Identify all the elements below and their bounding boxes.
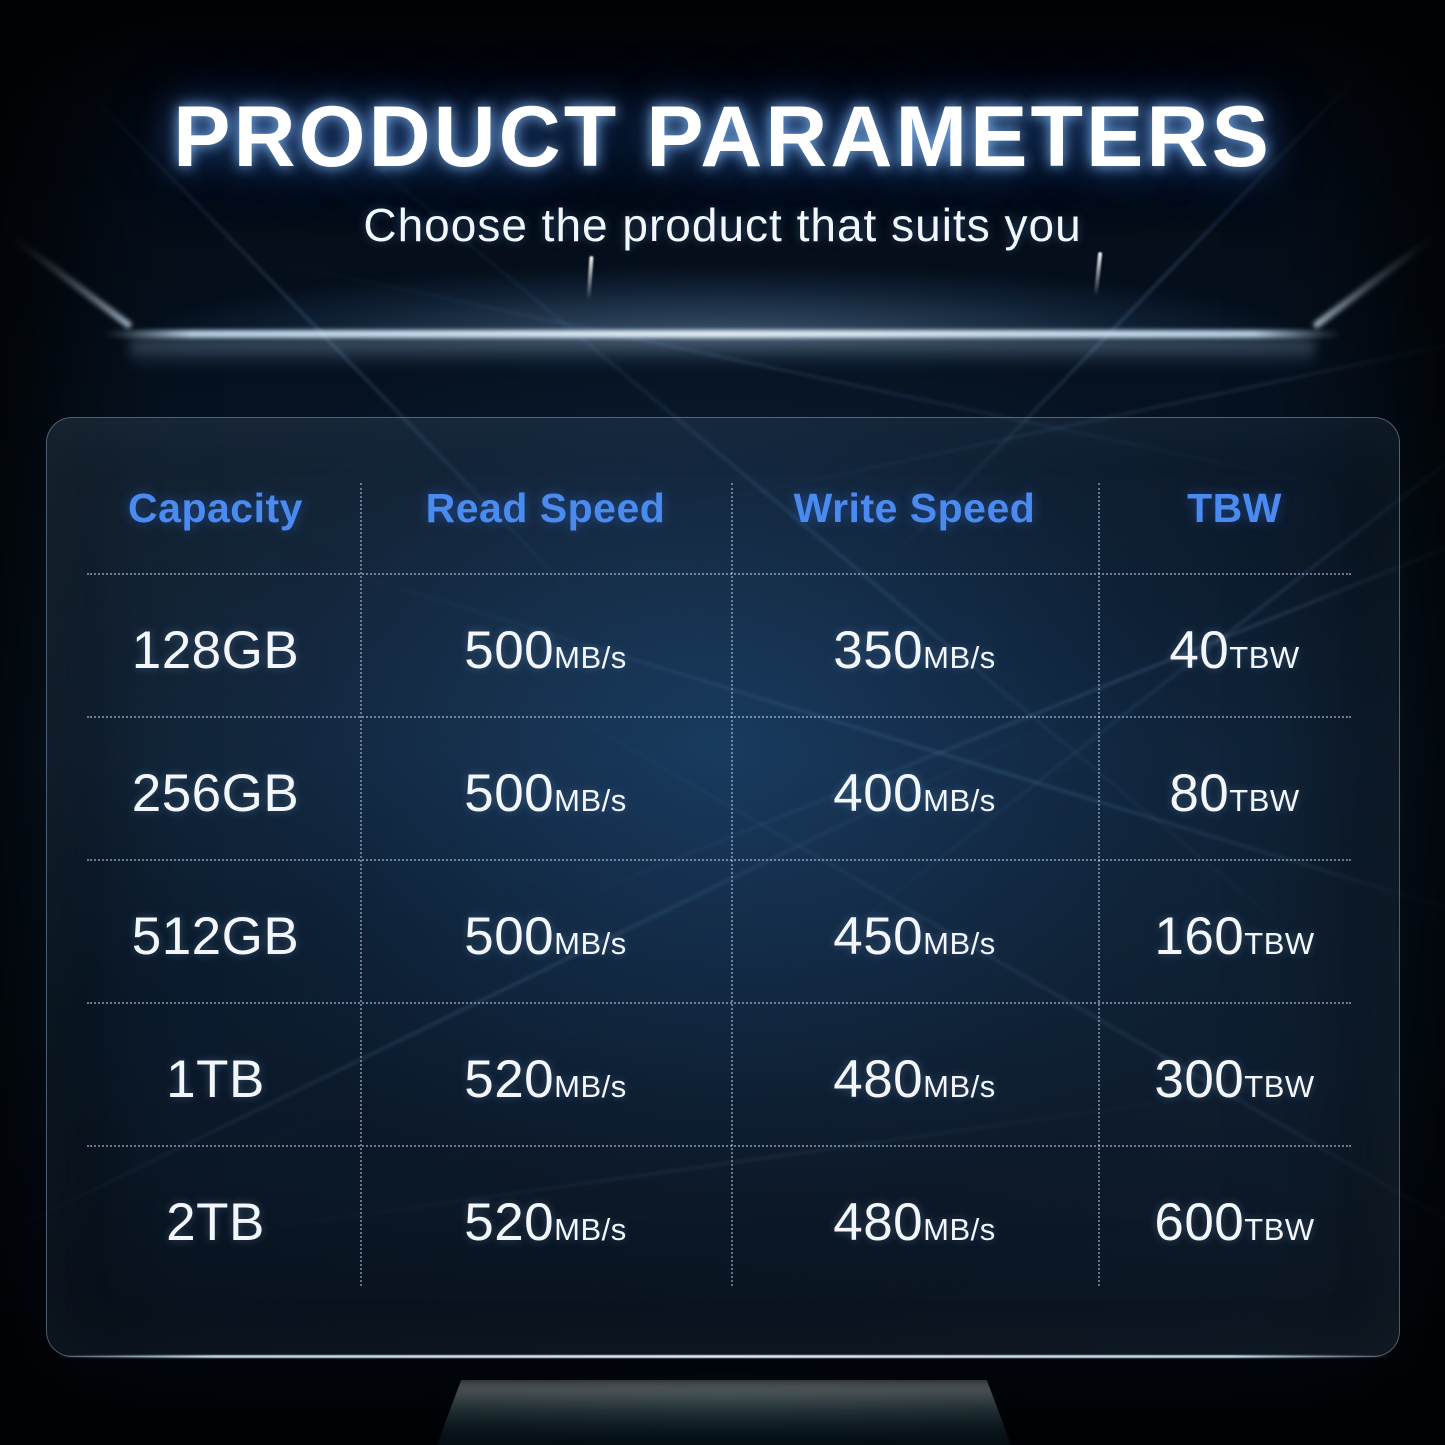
cell-tbw: 600TBW xyxy=(1098,1145,1401,1288)
column-header-capacity: Capacity xyxy=(128,485,303,531)
row-divider xyxy=(87,859,1351,861)
tbw-unit: TBW xyxy=(1229,640,1300,675)
read-speed-value: 520 xyxy=(464,1050,555,1109)
tbw-value: 300 xyxy=(1154,1050,1245,1109)
spec-table: Capacity Read Speed Write Speed TBW 128G… xyxy=(47,418,1399,1288)
write-speed-value: 480 xyxy=(833,1050,924,1109)
tbw-unit: TBW xyxy=(1229,783,1300,818)
write-speed-unit: MB/s xyxy=(923,783,996,818)
spec-table-panel: Capacity Read Speed Write Speed TBW 128G… xyxy=(46,417,1400,1358)
capacity-value: 1TB xyxy=(166,1050,265,1109)
read-speed-value: 520 xyxy=(464,1193,555,1252)
row-divider xyxy=(87,1002,1351,1004)
write-speed-unit: MB/s xyxy=(923,640,996,675)
cell-capacity: 128GB xyxy=(47,573,360,716)
read-speed-unit: MB/s xyxy=(554,640,627,675)
cell-tbw: 300TBW xyxy=(1098,1002,1401,1145)
stage-light-band xyxy=(104,330,1341,338)
tbw-unit: TBW xyxy=(1244,1212,1315,1247)
cell-write-speed: 350MB/s xyxy=(731,573,1098,716)
cell-write-speed: 480MB/s xyxy=(731,1145,1098,1288)
cell-read-speed: 500MB/s xyxy=(360,859,731,1002)
column-divider xyxy=(360,483,362,1286)
write-speed-value: 480 xyxy=(833,1193,924,1252)
capacity-value: 256GB xyxy=(131,764,300,823)
cell-write-speed: 450MB/s xyxy=(731,859,1098,1002)
stage-light-underglow xyxy=(130,340,1315,370)
page-title: PRODUCT PARAMETERS xyxy=(173,89,1272,185)
cell-capacity: 2TB xyxy=(47,1145,360,1288)
write-speed-value: 350 xyxy=(833,621,924,680)
tbw-value: 40 xyxy=(1169,621,1230,680)
tbw-unit: TBW xyxy=(1244,926,1315,961)
panel-bottom-highlight xyxy=(53,1355,1393,1358)
cell-read-speed: 500MB/s xyxy=(360,716,731,859)
tbw-value: 600 xyxy=(1154,1193,1245,1252)
read-speed-unit: MB/s xyxy=(554,1069,627,1104)
write-speed-unit: MB/s xyxy=(923,1069,996,1104)
read-speed-unit: MB/s xyxy=(554,1212,627,1247)
cell-tbw: 160TBW xyxy=(1098,859,1401,1002)
column-header-read-speed: Read Speed xyxy=(425,485,666,531)
read-speed-unit: MB/s xyxy=(554,783,627,818)
column-header-tbw: TBW xyxy=(1187,485,1282,531)
tbw-unit: TBW xyxy=(1244,1069,1315,1104)
row-divider xyxy=(87,573,1351,575)
cell-tbw: 40TBW xyxy=(1098,573,1401,716)
cell-tbw: 80TBW xyxy=(1098,716,1401,859)
heading-block: PRODUCT PARAMETERS Choose the product th… xyxy=(0,92,1445,252)
write-speed-unit: MB/s xyxy=(923,926,996,961)
row-divider xyxy=(87,1145,1351,1147)
read-speed-unit: MB/s xyxy=(554,926,627,961)
stage-light-glow xyxy=(80,238,1365,342)
cell-read-speed: 520MB/s xyxy=(360,1145,731,1288)
cell-capacity: 256GB xyxy=(47,716,360,859)
pedestal-glow xyxy=(432,1380,1016,1445)
write-speed-value: 450 xyxy=(833,907,924,966)
write-speed-unit: MB/s xyxy=(923,1212,996,1247)
column-header-write-speed: Write Speed xyxy=(793,485,1036,531)
cell-write-speed: 480MB/s xyxy=(731,1002,1098,1145)
capacity-value: 2TB xyxy=(166,1193,265,1252)
tbw-value: 160 xyxy=(1154,907,1245,966)
row-divider xyxy=(87,716,1351,718)
cell-write-speed: 400MB/s xyxy=(731,716,1098,859)
column-divider xyxy=(1098,483,1100,1286)
capacity-value: 512GB xyxy=(131,907,300,966)
read-speed-value: 500 xyxy=(464,621,555,680)
tbw-value: 80 xyxy=(1169,764,1230,823)
read-speed-value: 500 xyxy=(464,907,555,966)
capacity-value: 128GB xyxy=(131,621,300,680)
cell-read-speed: 500MB/s xyxy=(360,573,731,716)
page-subtitle: Choose the product that suits you xyxy=(363,199,1082,252)
cell-capacity: 512GB xyxy=(47,859,360,1002)
read-speed-value: 500 xyxy=(464,764,555,823)
write-speed-value: 400 xyxy=(833,764,924,823)
column-divider xyxy=(731,483,733,1286)
cell-read-speed: 520MB/s xyxy=(360,1002,731,1145)
cell-capacity: 1TB xyxy=(47,1002,360,1145)
